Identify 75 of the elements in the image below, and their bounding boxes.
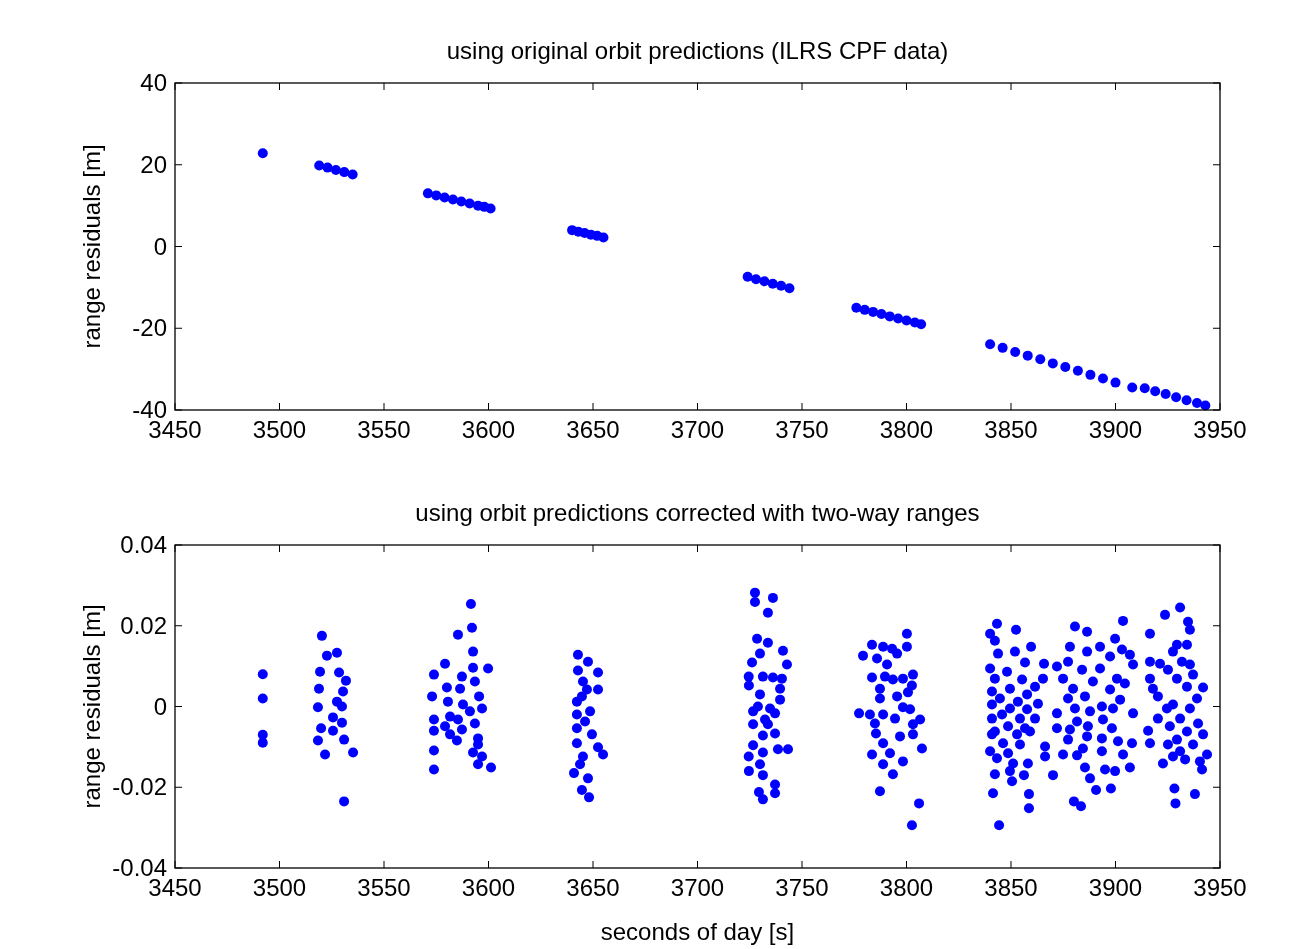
x-tick-label: 3900 [1088,874,1143,901]
point [1139,383,1150,394]
point [916,319,927,330]
x-tick-label: 3950 [1193,416,1247,443]
y-tick-label: 0 [153,692,167,720]
point [1110,377,1121,388]
x-tick-label: 3650 [566,874,620,901]
x-tick-label: 3600 [461,416,516,443]
x-tick-label: 3950 [1193,874,1247,901]
point [485,203,496,214]
x-tick-label: 3550 [357,416,411,443]
point [422,188,433,199]
point [784,283,795,294]
y-tick-label: 20 [140,150,167,178]
point [347,169,358,180]
chart-title: using original orbit predictions (ILRS CPF data) [446,37,949,64]
point [257,148,268,159]
y-axis-title: range residuals [m] [78,144,105,349]
x-tick-label: 3650 [566,416,620,443]
x-axis-title: seconds of day [s] [600,918,795,945]
point [1181,395,1192,406]
point [776,280,787,291]
x-tick-label: 3500 [252,874,307,901]
point [598,232,609,243]
point [447,194,458,205]
point [742,271,753,282]
y-tick-label: 0.04 [120,531,167,558]
x-tick-label: 3550 [357,874,411,901]
point [464,198,475,209]
x-tick-label: 3900 [1088,416,1143,443]
x-tick-label: 3800 [879,874,934,901]
point [1127,382,1138,393]
point [1192,398,1203,409]
point [759,276,770,287]
y-tick-label: -20 [132,314,167,342]
x-tick-label: 3700 [670,874,725,901]
point [456,196,467,207]
chart-title: using orbit predictions corrected with two-way ranges [415,499,980,526]
x-tick-label: 3700 [670,416,725,443]
point [431,190,442,201]
point [1171,392,1182,403]
point [876,308,887,319]
point [1085,369,1096,380]
point [1035,354,1046,365]
point [339,167,350,178]
x-tick-label: 3800 [879,416,934,443]
point [1150,386,1161,397]
x-tick-label: 3750 [775,874,829,901]
y-tick-label: 0.02 [120,611,167,639]
point [1022,350,1033,361]
y-axis-title: range residuals [m] [78,604,105,809]
x-tick-label: 3750 [775,416,829,443]
x-tick-label: 3850 [984,416,1038,443]
y-tick-label: -0.02 [112,773,167,801]
point [314,160,325,171]
point [1047,358,1058,369]
point [851,302,862,313]
y-tick-label: 40 [140,69,167,96]
x-tick-label: 3850 [984,874,1038,901]
point [330,165,341,176]
point [1072,365,1083,376]
point [893,313,904,324]
point [868,306,879,317]
point [859,304,870,315]
point [1097,373,1108,384]
point [751,274,762,285]
point [1010,346,1021,357]
point [985,339,996,350]
y-tick-label: 0 [153,232,167,260]
point [1160,389,1171,400]
x-tick-label: 3500 [252,416,307,443]
point [997,342,1008,353]
x-tick-label: 3600 [461,874,516,901]
point [1060,362,1071,373]
point [767,278,778,289]
